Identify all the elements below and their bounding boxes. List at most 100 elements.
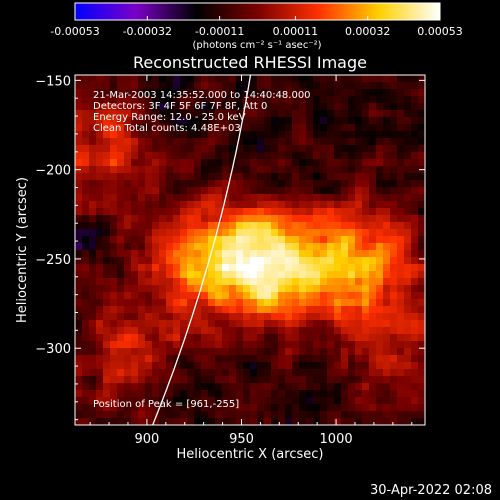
heatmap-pixel [103, 376, 111, 384]
heatmap-pixel [320, 236, 328, 244]
heatmap-pixel [271, 103, 279, 111]
info-clean-counts: Clean Total counts: 4.48E+03 [93, 123, 241, 134]
heatmap-pixel [201, 334, 209, 342]
heatmap-pixel [180, 194, 188, 202]
heatmap-pixel [124, 411, 132, 419]
heatmap-pixel [222, 229, 230, 237]
heatmap-pixel [173, 411, 181, 419]
heatmap-pixel [236, 208, 244, 216]
heatmap-pixel [96, 131, 104, 139]
heatmap-pixel [376, 418, 384, 425]
heatmap-pixel [89, 327, 97, 335]
heatmap-pixel [404, 327, 412, 335]
heatmap-pixel [208, 418, 216, 425]
heatmap-pixel [243, 75, 251, 83]
heatmap-pixel [390, 194, 398, 202]
heatmap-pixel [369, 243, 377, 251]
heatmap-pixel [355, 411, 363, 419]
heatmap-pixel [166, 285, 174, 293]
heatmap-pixel [355, 187, 363, 195]
heatmap-pixel [75, 180, 83, 188]
heatmap-pixel [236, 313, 244, 321]
heatmap-pixel [271, 369, 279, 377]
heatmap-pixel [334, 250, 342, 258]
heatmap-pixel [236, 341, 244, 349]
heatmap-pixel [159, 383, 167, 391]
heatmap-pixel [124, 320, 132, 328]
heatmap-pixel [103, 299, 111, 307]
heatmap-pixel [222, 117, 230, 125]
heatmap-pixel [264, 103, 272, 111]
heatmap-pixel [152, 82, 160, 90]
heatmap-pixel [257, 229, 265, 237]
heatmap-pixel [166, 194, 174, 202]
heatmap-pixel [404, 299, 412, 307]
heatmap-pixel [418, 173, 425, 181]
y-axis-label: Heliocentric Y (arcsec) [15, 177, 30, 323]
heatmap-pixel [341, 250, 349, 258]
heatmap-pixel [110, 376, 118, 384]
heatmap-pixel [117, 334, 125, 342]
heatmap-pixel [355, 96, 363, 104]
heatmap-pixel [229, 145, 237, 153]
heatmap-pixel [411, 208, 419, 216]
heatmap-pixel [96, 369, 104, 377]
heatmap-pixel [138, 215, 146, 223]
heatmap-pixel [299, 313, 307, 321]
heatmap-pixel [180, 355, 188, 363]
heatmap-pixel [348, 376, 356, 384]
heatmap-pixel [362, 264, 370, 272]
heatmap-pixel [418, 418, 425, 425]
heatmap-pixel [397, 208, 405, 216]
heatmap-pixel [103, 187, 111, 195]
heatmap-pixel [292, 320, 300, 328]
heatmap-pixel [243, 131, 251, 139]
heatmap-pixel [278, 131, 286, 139]
heatmap-pixel [236, 194, 244, 202]
heatmap-pixel [96, 327, 104, 335]
heatmap-pixel [285, 152, 293, 160]
heatmap-pixel [124, 299, 132, 307]
heatmap-pixel [292, 355, 300, 363]
x-axis-label: Heliocentric X (arcsec) [177, 447, 324, 462]
heatmap-pixel [152, 292, 160, 300]
heatmap-pixel [348, 383, 356, 391]
heatmap-pixel [138, 229, 146, 237]
heatmap-pixel [194, 145, 202, 153]
heatmap-pixel [418, 145, 425, 153]
heatmap-pixel [243, 278, 251, 286]
heatmap-pixel [306, 208, 314, 216]
heatmap-pixel [320, 138, 328, 146]
heatmap-pixel [397, 124, 405, 132]
heatmap-pixel [173, 89, 181, 97]
heatmap-pixel [313, 292, 321, 300]
heatmap-pixel [348, 327, 356, 335]
heatmap-pixel [320, 75, 328, 83]
heatmap-pixel [271, 348, 279, 356]
heatmap-pixel [145, 117, 153, 125]
heatmap-pixel [215, 278, 223, 286]
heatmap-pixel [75, 243, 83, 251]
heatmap-pixel [152, 152, 160, 160]
heatmap-pixel [117, 327, 125, 335]
y-tick-label: −200 [35, 164, 71, 179]
heatmap-pixel [292, 271, 300, 279]
heatmap-pixel [180, 292, 188, 300]
heatmap-pixel [355, 369, 363, 377]
heatmap-pixel [194, 201, 202, 209]
heatmap-pixel [201, 397, 209, 405]
heatmap-pixel [320, 418, 328, 425]
heatmap-pixel [418, 278, 425, 286]
heatmap-pixel [376, 187, 384, 195]
heatmap-pixel [355, 341, 363, 349]
heatmap-pixel [103, 327, 111, 335]
heatmap-pixel [327, 173, 335, 181]
heatmap-pixel [334, 222, 342, 230]
heatmap-pixel [215, 320, 223, 328]
heatmap-pixel [390, 348, 398, 356]
heatmap-pixel [173, 96, 181, 104]
heatmap-pixel [355, 397, 363, 405]
heatmap-pixel [131, 292, 139, 300]
heatmap-pixel [299, 117, 307, 125]
heatmap-pixel [264, 313, 272, 321]
